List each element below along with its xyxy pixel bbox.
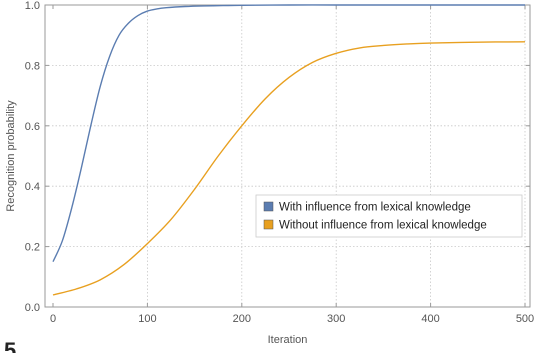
grid bbox=[45, 4, 530, 307]
legend-label-0: With influence from lexical knowledge bbox=[279, 202, 471, 214]
x-tick-label-4: 400 bbox=[421, 313, 439, 325]
y-tick-label-3: 0.6 bbox=[25, 121, 40, 133]
x-axis-label: Iteration bbox=[268, 334, 308, 346]
legend-label-1: Without influence from lexical knowledge bbox=[279, 220, 487, 232]
x-tick-label-2: 200 bbox=[233, 313, 251, 325]
axes bbox=[44, 4, 531, 308]
series bbox=[52, 4, 526, 296]
legend-box bbox=[255, 194, 523, 238]
legend: With influence from lexical knowledge Wit… bbox=[255, 194, 523, 238]
legend-swatch-1 bbox=[263, 219, 274, 230]
tick-labels: 0 100 200 300 400 500 0.0 0.2 0.4 0.6 0.8 1.0 bbox=[25, 0, 534, 325]
y-tick-label-4: 0.8 bbox=[25, 60, 40, 72]
x-tick-label-0: 0 bbox=[50, 313, 56, 325]
y-tick-label-0: 0.0 bbox=[25, 302, 40, 314]
figure-corner-mark: 5 bbox=[4, 338, 16, 353]
y-tick-label-5: 1.0 bbox=[25, 0, 40, 12]
y-tick-label-2: 0.4 bbox=[25, 181, 40, 193]
x-tick-label-1: 100 bbox=[138, 313, 156, 325]
y-axis-label: Recognition probability bbox=[5, 100, 17, 212]
x-tick-label-5: 500 bbox=[516, 313, 534, 325]
series-line-0 bbox=[52, 4, 525, 262]
plot-frame bbox=[44, 4, 531, 308]
legend-swatch-0 bbox=[263, 201, 274, 212]
x-tick-label-3: 300 bbox=[327, 313, 345, 325]
series-line-1 bbox=[52, 41, 526, 296]
y-tick-label-1: 0.2 bbox=[25, 242, 40, 254]
